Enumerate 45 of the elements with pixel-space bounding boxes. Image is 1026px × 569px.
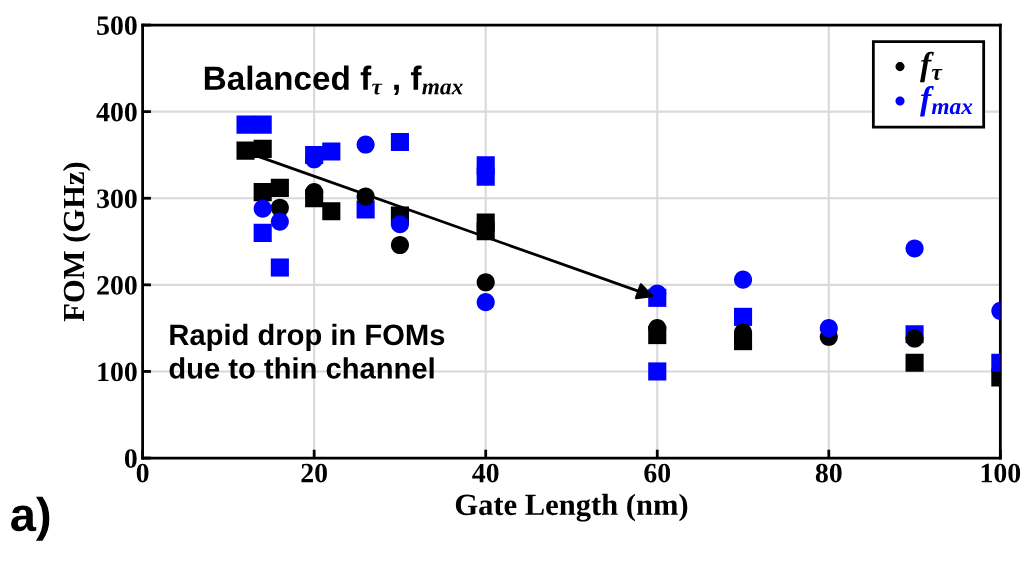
point (253, 183, 272, 202)
point (270, 258, 289, 277)
y-tick-label: 300 (97, 189, 137, 209)
annotation: Rapid drop in FOMs due to thin channel (169, 323, 445, 379)
legend-label: f$_{max}$ (920, 86, 973, 117)
point (476, 213, 495, 232)
point (390, 215, 409, 234)
point (905, 239, 924, 258)
x-tick-label: 80 (815, 463, 842, 483)
x-tick-label: 100 (981, 463, 1021, 483)
point (322, 142, 341, 161)
point (270, 212, 289, 231)
y-axis-title: FOM (GHz) (62, 162, 91, 322)
point (390, 132, 409, 151)
x-axis-title: Gate Length (nm) (455, 493, 688, 522)
point (236, 141, 255, 160)
point (905, 353, 924, 372)
y-tick-label: 500 (97, 16, 137, 35)
point (253, 139, 272, 158)
point (253, 199, 272, 218)
y-tick-label: 200 (97, 276, 137, 295)
point (253, 223, 272, 242)
point (356, 135, 375, 154)
point (476, 273, 495, 292)
y-tick-label: 400 (96, 102, 137, 122)
y-tick-label: 0 (124, 449, 137, 468)
point (322, 202, 341, 221)
x-tick-label: 20 (301, 463, 327, 483)
point (819, 319, 838, 338)
annotation: Balanced f$_{τ}$ , f$_{max}$ (204, 65, 463, 95)
point (270, 178, 289, 197)
legend-label: f$_{τ}$ (920, 51, 943, 83)
point (905, 329, 924, 348)
point (733, 270, 753, 289)
y-tick-label: 100 (98, 362, 137, 382)
text: a) (11, 496, 50, 541)
point (476, 293, 495, 312)
point (390, 235, 409, 255)
point (733, 307, 753, 326)
x-tick-label: 40 (472, 463, 499, 483)
point (253, 115, 272, 134)
point (648, 362, 667, 381)
x-tick-label: 60 (644, 463, 671, 483)
point (236, 115, 255, 134)
point (476, 156, 495, 175)
